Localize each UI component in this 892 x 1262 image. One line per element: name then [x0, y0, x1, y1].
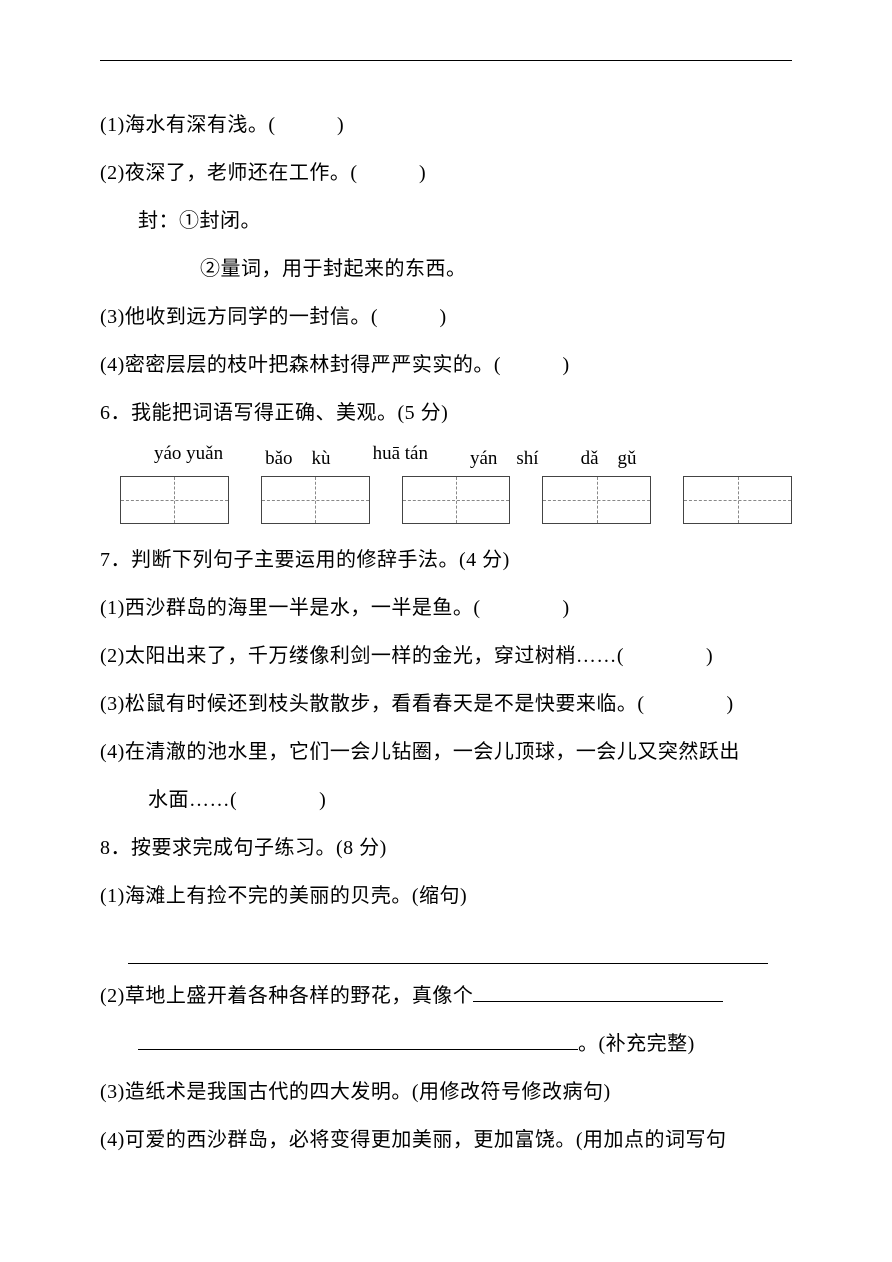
q6-title: 6．我能把词语写得正确、美观。(5 分) [100, 389, 792, 437]
q8-item-2a: (2)草地上盛开着各种各样的野花，真像个 [100, 972, 792, 1020]
fill-blank[interactable] [138, 1030, 578, 1050]
prev-item-4: (4)密密层层的枝叶把森林封得严严实实的。( ) [100, 341, 792, 389]
q8-item-4: (4)可爱的西沙群岛，必将变得更加美丽，更加富饶。(用加点的词写句 [100, 1116, 792, 1164]
pinyin-3: huā tán [373, 443, 428, 470]
writing-box[interactable] [402, 476, 511, 524]
feng-definition-2: ②量词，用于封起来的东西。 [100, 245, 792, 293]
q8-item-1: (1)海滩上有捡不完的美丽的贝壳。(缩句) [100, 872, 792, 920]
prev-item-1: (1)海水有深有浅。( ) [100, 101, 792, 149]
writing-box[interactable] [261, 476, 370, 524]
pinyin-2: bǎo kù [265, 443, 330, 470]
prev-item-2: (2)夜深了，老师还在工作。( ) [100, 149, 792, 197]
top-horizontal-rule [100, 60, 792, 61]
q7-item-2: (2)太阳出来了，千万缕像利剑一样的金光，穿过树梢……( ) [100, 632, 792, 680]
q8-item-2b-suffix: 。(补充完整) [578, 1033, 695, 1055]
writing-box[interactable] [683, 476, 792, 524]
pinyin-1: yáo yuǎn [154, 443, 223, 470]
q7-item-3: (3)松鼠有时候还到枝头散散步，看看春天是不是快要来临。( ) [100, 680, 792, 728]
feng-definition-1: 封：①封闭。 [100, 197, 792, 245]
q8-item-2a-text: (2)草地上盛开着各种各样的野花，真像个 [100, 985, 473, 1007]
q7-title: 7．判断下列句子主要运用的修辞手法。(4 分) [100, 536, 792, 584]
q7-item-1: (1)西沙群岛的海里一半是水，一半是鱼。( ) [100, 584, 792, 632]
q7-item-4a: (4)在清澈的池水里，它们一会儿钻圈，一会儿顶球，一会儿又突然跃出 [100, 728, 792, 776]
worksheet-page: (1)海水有深有浅。( ) (2)夜深了，老师还在工作。( ) 封：①封闭。 ②… [0, 0, 892, 1204]
pinyin-4: yán shí [470, 443, 539, 470]
q8-title: 8．按要求完成句子练习。(8 分) [100, 824, 792, 872]
prev-item-3: (3)他收到远方同学的一封信。( ) [100, 293, 792, 341]
q8-item-3: (3)造纸术是我国古代的四大发明。(用修改符号修改病句) [100, 1068, 792, 1116]
pinyin-5: dǎ gǔ [581, 443, 637, 470]
writing-box[interactable] [542, 476, 651, 524]
q8-item-2b: 。(补充完整) [100, 1020, 792, 1068]
writing-box[interactable] [120, 476, 229, 524]
q6-writing-boxes [100, 476, 792, 524]
answer-blank-line[interactable] [128, 932, 768, 964]
fill-blank[interactable] [473, 982, 723, 1002]
q7-item-4b: 水面……( ) [100, 776, 792, 824]
q6-pinyin-row: yáo yuǎn bǎo kù huā tán yán shí dǎ gǔ [100, 443, 792, 470]
